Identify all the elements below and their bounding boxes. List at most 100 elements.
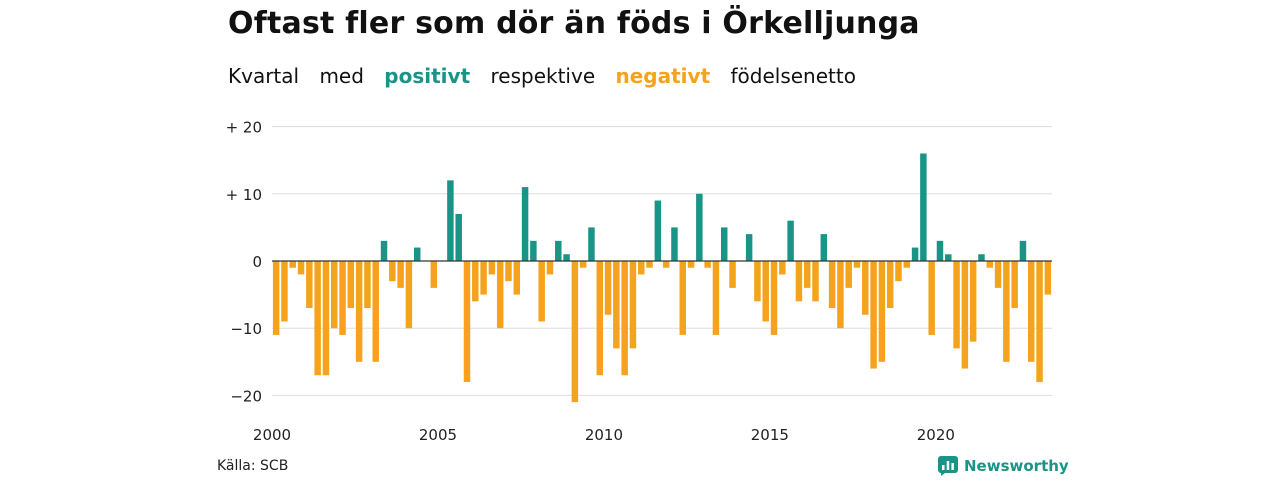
- bar: [770, 261, 778, 335]
- bar: [272, 261, 280, 335]
- bar: [281, 261, 288, 322]
- x-axis-tick-labels: 2000 2005 2010 2015 2020: [253, 426, 955, 444]
- bar: [862, 261, 869, 315]
- y-axis-tick-labels: + 20 + 10 0 −10 −20: [226, 119, 262, 406]
- bar: [638, 261, 645, 275]
- bar: [679, 261, 686, 335]
- bar: [870, 261, 877, 369]
- bar: [430, 261, 438, 288]
- bar: [314, 261, 321, 376]
- bar: [903, 261, 911, 268]
- bar: [978, 254, 985, 261]
- bar: [364, 261, 371, 309]
- bar: [994, 261, 1002, 288]
- subtitle-positive-label: positivt: [384, 64, 471, 88]
- y-tick-label: −20: [230, 387, 262, 405]
- bar: [604, 261, 612, 315]
- bar: [762, 261, 769, 322]
- bar: [803, 261, 811, 288]
- bar: [953, 261, 960, 349]
- bar: [413, 247, 421, 261]
- bar: [1044, 261, 1052, 295]
- bar: [463, 261, 471, 382]
- chart-subtitle: Kvartal med positivt respektive negativt…: [228, 64, 870, 88]
- bar: [579, 261, 587, 268]
- subtitle-text-med: med: [319, 64, 364, 88]
- x-tick-label: 2010: [585, 426, 623, 444]
- bar: [1011, 261, 1018, 309]
- bar: [621, 261, 628, 376]
- bars: [272, 153, 1052, 403]
- bar: [895, 261, 902, 282]
- x-tick-label: 2015: [751, 426, 789, 444]
- bar: [389, 261, 396, 282]
- bar: [812, 261, 819, 302]
- bar: [397, 261, 404, 288]
- bar: [687, 261, 695, 268]
- bar: [936, 240, 944, 261]
- bar: [886, 261, 894, 309]
- bar: [986, 261, 994, 268]
- subtitle-text-fodelsenetto: födelsenetto: [730, 64, 856, 88]
- bar: [306, 261, 313, 309]
- bar: [563, 254, 570, 261]
- bar: [480, 261, 487, 295]
- y-tick-label: + 20: [226, 119, 262, 137]
- bar: [455, 213, 462, 261]
- bar: [795, 261, 803, 302]
- bar: [1019, 240, 1027, 261]
- bar: [845, 261, 852, 288]
- bar: [1028, 261, 1035, 362]
- x-tick-label: 2020: [917, 426, 955, 444]
- chart-title: Oftast fler som dör än föds i Örkelljung…: [228, 6, 920, 41]
- subtitle-negative-label: negativt: [615, 64, 711, 88]
- bar: [347, 261, 355, 309]
- bar: [613, 261, 620, 349]
- subtitle-text-kvartal: Kvartal: [228, 64, 300, 88]
- bar: [372, 261, 379, 362]
- x-tick-label: 2000: [253, 426, 291, 444]
- bar: [696, 193, 703, 261]
- brand-logo: Newsworthy: [938, 455, 1069, 477]
- bar: [920, 153, 927, 261]
- bar: [355, 261, 363, 362]
- bar: [662, 261, 670, 268]
- bar: [654, 200, 662, 261]
- bar: [530, 240, 537, 261]
- bar: [837, 261, 844, 329]
- bar: [745, 234, 753, 261]
- source-note: Källa: SCB: [217, 458, 289, 474]
- bar: [505, 261, 512, 282]
- subtitle-text-respektive: respektive: [490, 64, 596, 88]
- bar: [720, 227, 728, 261]
- bar: [961, 261, 969, 369]
- bar: [629, 261, 637, 349]
- bar: [853, 261, 861, 268]
- bar: [546, 261, 554, 275]
- bar: [704, 261, 711, 268]
- newsworthy-logo-icon: [938, 456, 958, 476]
- bar: [928, 261, 935, 335]
- bar: [712, 261, 720, 335]
- bar: [488, 261, 496, 275]
- bar: [472, 261, 479, 302]
- bar: [521, 187, 529, 261]
- bar: [671, 227, 678, 261]
- bar: [1036, 261, 1043, 382]
- bar: [405, 261, 413, 329]
- bar: [322, 261, 330, 376]
- bar: [380, 240, 388, 261]
- bar: [538, 261, 545, 322]
- bar: [911, 247, 919, 261]
- bar: [596, 261, 604, 376]
- y-tick-label: 0: [252, 253, 262, 271]
- bar: [878, 261, 886, 362]
- bar: [1003, 261, 1010, 362]
- bar: [828, 261, 836, 309]
- bar: [969, 261, 977, 342]
- brand-name: Newsworthy: [964, 457, 1069, 475]
- y-tick-label: −10: [230, 320, 262, 338]
- bar: [646, 261, 653, 268]
- bar: [729, 261, 736, 288]
